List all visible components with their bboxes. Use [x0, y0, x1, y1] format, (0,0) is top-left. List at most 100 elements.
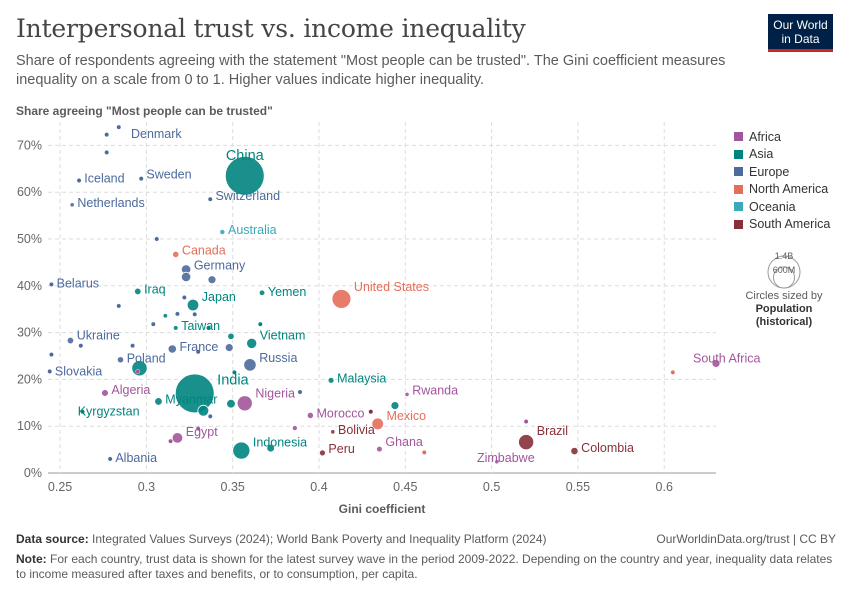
scatter-point[interactable] — [195, 349, 201, 355]
scatter-point-albania[interactable] — [107, 456, 113, 462]
scatter-point-mexico[interactable] — [371, 417, 384, 431]
point-label-morocco: Morocco — [317, 406, 365, 420]
point-label-united-states: United States — [354, 280, 429, 294]
legend-label: Oceania — [749, 199, 796, 214]
legend-item-europe[interactable]: Europe — [734, 163, 830, 181]
owid-logo[interactable]: Our World in Data — [768, 14, 833, 52]
point-label-russia: Russia — [259, 351, 297, 365]
scatter-point[interactable] — [162, 313, 169, 319]
scatter-point[interactable] — [197, 404, 210, 417]
scatter-point[interactable] — [390, 401, 400, 411]
y-tick-label: 40% — [17, 279, 42, 293]
point-label-ghana: Ghana — [385, 435, 423, 449]
size-legend-small-circle — [773, 266, 795, 289]
scatter-point-zimbabwe[interactable] — [494, 459, 500, 465]
scatter-point-egypt[interactable] — [171, 432, 184, 444]
data-source: Data source: Integrated Values Surveys (… — [16, 532, 547, 547]
scatter-point-netherlands[interactable] — [69, 202, 75, 208]
scatter-point-peru[interactable] — [319, 449, 326, 457]
scatter-point-russia[interactable] — [243, 358, 257, 372]
scatter-point-rwanda[interactable] — [404, 391, 410, 397]
scatter-point[interactable] — [207, 413, 213, 419]
scatter-point-kyrgyzstan[interactable] — [80, 409, 85, 415]
legend-label: North America — [749, 182, 829, 197]
scatter-point[interactable] — [523, 419, 529, 424]
scatter-point[interactable] — [104, 132, 110, 138]
scatter-point[interactable] — [130, 343, 135, 349]
scatter-point[interactable] — [421, 450, 427, 455]
scatter-point-denmark[interactable] — [116, 124, 122, 130]
scatter-point[interactable] — [670, 369, 676, 375]
size-legend-graphic: 1.4B 600M — [767, 251, 801, 289]
point-label-netherlands: Netherlands — [77, 196, 144, 210]
scatter-point-japan[interactable] — [186, 298, 200, 312]
scatter-point[interactable] — [181, 295, 187, 300]
scatter-point-vietnam[interactable] — [227, 332, 235, 341]
scatter-point-slovakia[interactable] — [47, 369, 53, 374]
scatter-point[interactable] — [154, 236, 160, 242]
scatter-point[interactable] — [49, 352, 54, 357]
scatter-point-algeria[interactable] — [101, 389, 109, 397]
point-label-iceland: Iceland — [84, 172, 124, 186]
scatter-point-ghana[interactable] — [376, 445, 383, 453]
scatter-point[interactable] — [206, 325, 211, 331]
scatter-point[interactable] — [232, 369, 237, 375]
scatter-point-indonesia[interactable] — [232, 441, 251, 460]
scatter-point-bolivia[interactable] — [330, 429, 336, 435]
point-label-japan: Japan — [202, 290, 236, 304]
scatter-point-iraq[interactable] — [134, 287, 142, 296]
legend-item-north-america[interactable]: North America — [734, 181, 830, 199]
legend-item-oceania[interactable]: Oceania — [734, 198, 830, 216]
point-label-indonesia: Indonesia — [253, 436, 307, 450]
scatter-point-australia[interactable] — [219, 228, 226, 236]
scatter-point[interactable] — [224, 343, 234, 353]
scatter-point[interactable] — [192, 311, 198, 317]
legend-item-asia[interactable]: Asia — [734, 146, 830, 164]
scatter-point[interactable] — [168, 438, 173, 444]
scatter-point[interactable] — [195, 426, 201, 431]
scatter-point-brazil[interactable] — [518, 434, 535, 451]
scatter-point[interactable] — [135, 369, 141, 374]
data-source-text[interactable]: Integrated Values Surveys (2024); World … — [92, 532, 547, 546]
scatter-point[interactable] — [180, 271, 192, 283]
scatter-point[interactable] — [175, 311, 180, 317]
scatter-point[interactable] — [226, 398, 236, 409]
scatter-point[interactable] — [266, 443, 275, 453]
scatter-point-ukraine[interactable] — [66, 336, 75, 345]
scatter-point[interactable] — [150, 321, 156, 327]
point-label-germany: Germany — [194, 258, 246, 272]
scatter-point-united-states[interactable] — [331, 289, 352, 309]
scatter-point-nigeria[interactable] — [236, 395, 253, 412]
legend-item-south-america[interactable]: South America — [734, 216, 830, 234]
scatter-point[interactable] — [116, 303, 122, 309]
scatter-point-india[interactable] — [174, 373, 215, 414]
scatter-point[interactable] — [78, 343, 84, 349]
scatter-point[interactable] — [246, 337, 258, 349]
scatter-point-switzerland[interactable] — [207, 196, 213, 202]
scatter-point-yemen[interactable] — [258, 289, 266, 297]
scatter-point-south-africa[interactable] — [711, 359, 721, 368]
source-url[interactable]: OurWorldinData.org/trust | CC BY — [656, 532, 836, 546]
scatter-point-myanmar[interactable] — [154, 397, 163, 406]
scatter-point-poland[interactable] — [116, 356, 125, 364]
scatter-point-malaysia[interactable] — [327, 376, 335, 384]
grid-lines — [48, 122, 716, 474]
scatter-point[interactable] — [297, 389, 303, 395]
scatter-point-belarus[interactable] — [49, 281, 54, 287]
scatter-point-colombia[interactable] — [570, 446, 579, 456]
scatter-point[interactable] — [257, 321, 263, 327]
legend-item-africa[interactable]: Africa — [734, 128, 830, 146]
scatter-point[interactable] — [207, 275, 217, 285]
scatter-point-sweden[interactable] — [138, 176, 144, 182]
scatter-point-france[interactable] — [167, 344, 177, 354]
size-legend: 1.4B 600M Circles sized by Population (h… — [734, 248, 834, 329]
scatter-point-canada[interactable] — [172, 250, 180, 259]
scatter-point-china[interactable] — [224, 155, 265, 196]
scatter-point-iceland[interactable] — [76, 178, 82, 183]
legend-label: Europe — [749, 164, 790, 179]
scatter-point-morocco[interactable] — [306, 411, 314, 419]
scatter-point[interactable] — [104, 150, 110, 155]
scatter-point[interactable] — [291, 425, 298, 432]
scatter-point-taiwan[interactable] — [172, 325, 179, 331]
scatter-point[interactable] — [368, 409, 374, 415]
